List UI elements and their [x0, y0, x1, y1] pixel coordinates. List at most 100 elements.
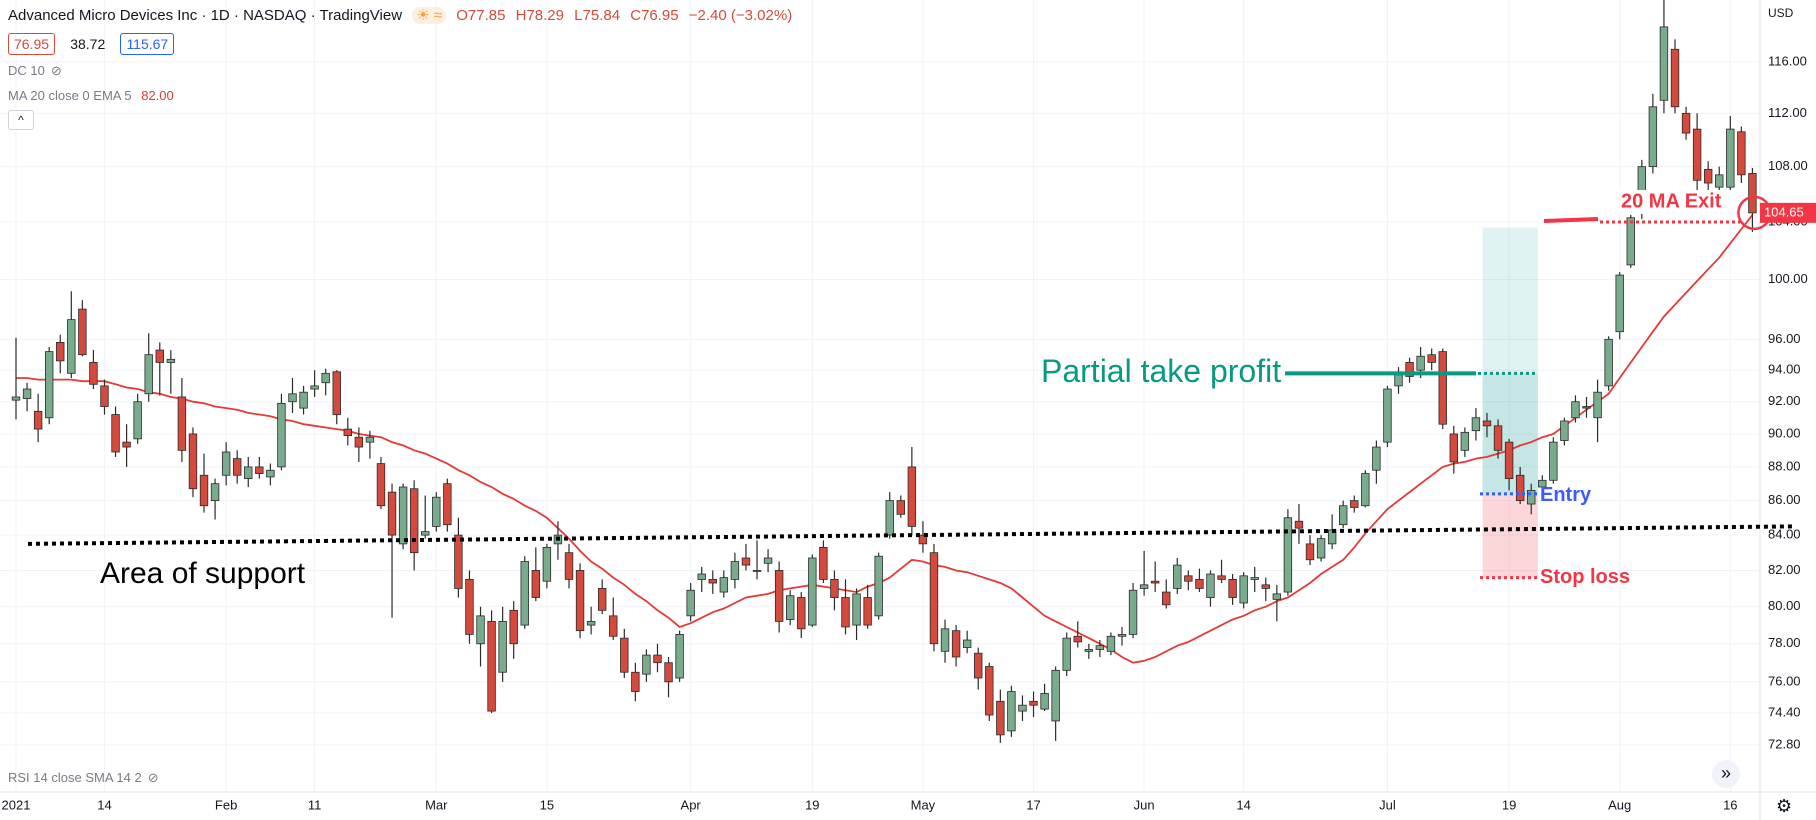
candle-body	[365, 436, 375, 443]
candle-body	[962, 639, 972, 648]
candle-body	[1239, 575, 1248, 604]
candle-body	[321, 372, 330, 384]
candle-body	[1051, 669, 1060, 722]
candle-body	[531, 570, 541, 598]
candle-body	[819, 546, 828, 580]
candle-body	[918, 534, 928, 545]
candle-body	[985, 666, 994, 716]
x-tick-label: Jul	[1379, 797, 1396, 812]
x-tick-label: May	[911, 797, 936, 812]
candle-body	[885, 500, 894, 536]
y-tick-label: 116.00	[1768, 53, 1807, 68]
candle-body	[22, 388, 32, 399]
candle-body	[78, 308, 87, 356]
candle-body	[1626, 217, 1635, 266]
rsi-legend: RSI 14 close SMA 14 2 ⊘	[8, 770, 165, 786]
settings-button[interactable]: ⚙	[1776, 796, 1793, 816]
candle-body	[830, 579, 839, 598]
candle-body	[675, 634, 684, 679]
candle-body	[44, 351, 54, 419]
candle-body	[797, 597, 806, 630]
candle-body	[1217, 575, 1226, 580]
candle-body	[1726, 128, 1735, 188]
candle-body	[498, 620, 507, 673]
y-tick-label: 108.00	[1768, 158, 1808, 173]
candle-body	[398, 486, 408, 545]
candle-body	[1018, 704, 1027, 712]
candle-body	[1361, 473, 1370, 507]
badge: 38.72	[70, 36, 106, 52]
y-tick-label: 88.00	[1768, 458, 1801, 473]
candle-body	[863, 597, 872, 626]
candle-body	[343, 428, 352, 436]
candle-body	[697, 573, 706, 580]
support-label: Area of support	[100, 557, 306, 590]
scroll-button[interactable]: »	[1712, 760, 1740, 788]
candle-body	[1515, 474, 1525, 502]
x-tick-label: Aug	[1608, 797, 1631, 812]
candle-body	[221, 451, 231, 476]
ma-value: 82.00	[141, 88, 174, 103]
candle-body	[509, 609, 518, 645]
candle-body	[940, 628, 950, 652]
candle-body	[266, 469, 275, 478]
y-tick-label: 80.00	[1768, 598, 1801, 613]
y-tick-label: 82.00	[1768, 562, 1801, 577]
candle-body	[575, 570, 585, 632]
candle-body	[188, 433, 198, 490]
readout-close: C76.95	[630, 7, 679, 24]
candle-body	[177, 396, 187, 451]
eye-icon[interactable]: ⊘	[50, 63, 62, 78]
candle-body	[1648, 106, 1658, 168]
candle-body	[1040, 693, 1049, 710]
candle-body	[686, 589, 695, 617]
candle-body	[1560, 420, 1569, 441]
candle-body	[1493, 425, 1503, 451]
y-tick-label: 72.80	[1768, 736, 1801, 751]
candle-body	[719, 577, 729, 593]
candle-body	[144, 354, 153, 395]
candle-body	[1117, 634, 1127, 637]
candle-body	[609, 615, 618, 637]
x-tick-label: 16	[1723, 797, 1737, 812]
candle-body	[520, 561, 529, 626]
y-tick-label: 84.00	[1768, 527, 1801, 542]
candle-body	[1394, 374, 1403, 387]
candle-body	[1438, 351, 1447, 425]
candle-body	[1593, 391, 1602, 419]
collapse-button[interactable]: ^	[8, 110, 34, 130]
candle-body	[1350, 500, 1359, 508]
loss-zone	[1482, 493, 1538, 578]
exit-label: 20 MA Exit	[1621, 190, 1722, 212]
candle-body	[1128, 589, 1138, 635]
candle-body	[232, 458, 242, 476]
candle-body	[1173, 564, 1182, 589]
candle-body	[454, 534, 463, 589]
y-tick-label: 92.00	[1768, 393, 1801, 408]
symbol: Advanced Micro Devices Inc · 1D · NASDAQ…	[8, 7, 403, 24]
candle-body	[1549, 441, 1558, 481]
candle-body	[1527, 490, 1536, 505]
candle-body	[874, 555, 883, 617]
candle-body	[310, 385, 319, 390]
candle-body	[1073, 635, 1082, 643]
candle-body	[631, 671, 640, 692]
stop-label: Stop loss	[1540, 566, 1630, 588]
x-tick-label: 17	[1026, 797, 1040, 812]
candle-body	[210, 483, 220, 502]
y-tick-label: 74.40	[1768, 704, 1801, 719]
candle-body	[664, 662, 673, 683]
candle-body	[1670, 48, 1680, 108]
candle-body	[100, 385, 109, 407]
candle-body	[1294, 520, 1304, 529]
candle-body	[542, 546, 552, 582]
candle-body	[1504, 441, 1514, 480]
candle-body	[1228, 579, 1237, 598]
candle-body	[1615, 274, 1624, 333]
eye-icon[interactable]: ⊘	[147, 770, 159, 785]
candle-body	[332, 371, 341, 415]
ma-line	[16, 214, 1754, 664]
readout-change: −2.40 (−3.02%)	[688, 7, 793, 24]
